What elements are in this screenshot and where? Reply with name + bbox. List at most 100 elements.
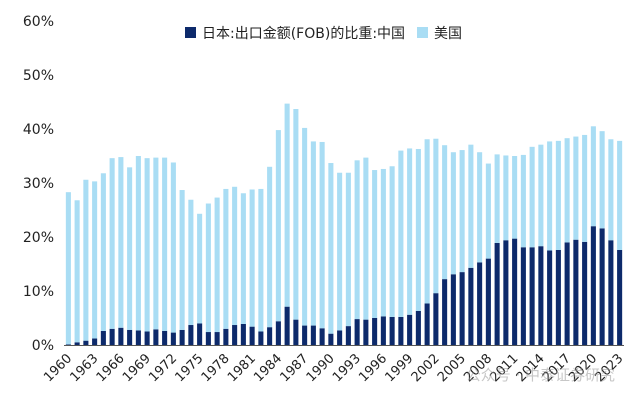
bar-usa	[100, 173, 106, 331]
bar-usa	[494, 154, 500, 243]
bar-usa	[118, 157, 124, 328]
bar-usa	[459, 150, 465, 273]
bar-china	[494, 242, 500, 345]
bar-china	[442, 279, 448, 345]
y-tick-label: 20%	[23, 230, 54, 246]
bar-usa	[398, 150, 404, 317]
bar-china	[258, 331, 264, 345]
bar-china	[608, 240, 614, 345]
x-tick-label: 1984	[251, 351, 285, 385]
bar-usa	[328, 163, 334, 334]
x-tick-label: 1996	[356, 351, 390, 385]
bar-usa	[214, 197, 220, 333]
bar-china	[433, 293, 439, 345]
bar-china	[118, 327, 124, 345]
bar-china	[267, 327, 273, 345]
bar-usa	[223, 188, 229, 329]
bar-china	[74, 342, 80, 345]
bar-usa	[433, 138, 439, 294]
bar-usa	[319, 141, 325, 329]
bar-usa	[468, 144, 474, 268]
bar-usa	[599, 131, 605, 229]
bar-usa	[424, 139, 430, 304]
bar-china	[319, 328, 325, 345]
bar-china	[459, 272, 465, 345]
bar-usa	[135, 156, 141, 331]
bar-usa	[547, 141, 553, 251]
bar-usa	[520, 154, 526, 248]
bar-usa	[310, 141, 316, 326]
bar-china	[354, 319, 360, 345]
x-tick-label: 2005	[435, 351, 469, 385]
x-tick-label: 2002	[409, 351, 443, 385]
x-tick-label: 1987	[277, 351, 311, 385]
bar-china	[135, 330, 141, 345]
bar-usa	[529, 146, 535, 248]
bar-usa	[345, 172, 351, 327]
bar-usa	[92, 181, 98, 339]
y-tick-label: 30%	[23, 176, 54, 192]
legend: 日本:出口金额(FOB)的比重:中国 美国	[185, 26, 462, 42]
bar-usa	[372, 170, 378, 318]
bar-china	[197, 323, 203, 345]
bar-china	[223, 328, 229, 345]
bar-china	[512, 238, 518, 345]
bar-china	[65, 344, 71, 345]
bar-usa	[442, 145, 448, 280]
bar-china	[590, 226, 596, 345]
bar-china	[337, 330, 343, 345]
bar-china	[170, 332, 176, 345]
bar-usa	[512, 156, 518, 239]
bar-china	[520, 247, 526, 345]
bar-china	[162, 330, 168, 345]
bar-china	[232, 325, 238, 345]
bar-china	[302, 325, 308, 345]
bar-china	[538, 246, 544, 345]
bar-usa	[354, 160, 360, 320]
bar-china	[293, 319, 299, 345]
bar-usa	[74, 200, 80, 343]
bar-usa	[83, 179, 89, 341]
bar-china	[240, 323, 246, 345]
bar-usa	[485, 163, 491, 259]
bar-usa	[162, 157, 168, 331]
x-tick-label: 1990	[304, 351, 338, 385]
bar-usa	[555, 140, 561, 250]
bar-usa	[240, 193, 246, 324]
bar-usa	[503, 155, 509, 241]
bar-china	[599, 228, 605, 345]
bar-china	[477, 262, 483, 345]
bar-usa	[590, 126, 596, 227]
bar-china	[153, 329, 159, 345]
legend-label-usa: 美国	[434, 26, 462, 42]
bar-china	[617, 249, 623, 345]
bar-china	[328, 333, 334, 345]
x-tick-label: 1969	[120, 351, 154, 385]
bar-china	[555, 249, 561, 345]
bar-china	[83, 340, 89, 345]
bar-china	[573, 239, 579, 345]
bar-usa	[188, 199, 194, 326]
bar-usa	[249, 189, 255, 327]
bar-usa	[389, 166, 395, 317]
watermark: 公众号 · 中泰证券研究	[466, 366, 615, 384]
bar-china	[109, 328, 115, 345]
bar-usa	[232, 186, 238, 326]
bar-usa	[407, 148, 413, 315]
bar-china	[415, 310, 421, 345]
x-tick-label: 1999	[382, 351, 416, 385]
bar-usa	[267, 166, 273, 328]
bar-china	[372, 318, 378, 345]
bar-china	[407, 314, 413, 345]
bar-usa	[337, 172, 343, 331]
bar-usa	[302, 127, 308, 326]
bars	[65, 103, 623, 345]
bar-usa	[477, 152, 483, 263]
bar-china	[92, 338, 98, 345]
bar-china	[345, 326, 351, 345]
bar-china	[205, 332, 211, 345]
bar-usa	[617, 140, 623, 250]
y-tick-label: 0%	[32, 338, 54, 354]
bar-usa	[179, 190, 185, 330]
